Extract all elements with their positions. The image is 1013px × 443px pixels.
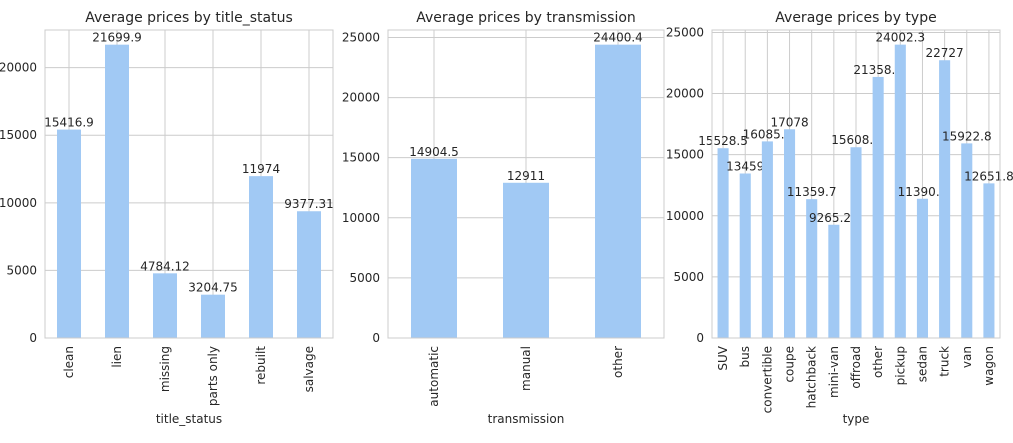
- data-label: 11359.7: [787, 185, 837, 199]
- x-tick-label: other: [871, 346, 885, 378]
- y-tick-label: 10000: [342, 211, 380, 225]
- chart-title-status: 0 5000 10000 15000 20000 15416.9 clean 21699.9 l…: [0, 10, 334, 426]
- data-label: 21699.9: [92, 31, 142, 45]
- x-tick-label: clean: [62, 346, 76, 378]
- bar: [153, 273, 177, 338]
- bar: [761, 141, 773, 338]
- x-tick-label: pickup: [893, 346, 907, 385]
- bar: [850, 147, 862, 338]
- y-tick-label: 20000: [342, 91, 380, 105]
- x-tick-label: parts only: [206, 346, 220, 406]
- x-tick-label: sedan: [915, 346, 929, 382]
- x-tick-label: mini-van: [827, 346, 841, 398]
- chart-type: 0 5000 10000 15000 20000 25000 15528.5 SUV 13459…: [666, 10, 1013, 426]
- x-tick-label: truck: [938, 346, 952, 377]
- data-label: 15608.5: [831, 133, 881, 147]
- y-tick-label: 10000: [666, 209, 704, 223]
- x-tick-label: salvage: [302, 346, 316, 392]
- x-axis-label: type: [843, 412, 870, 426]
- data-label: 15922.8: [942, 129, 992, 143]
- bar: [595, 44, 641, 338]
- data-label: 13459: [726, 160, 764, 174]
- y-tick-label: 25000: [342, 30, 380, 44]
- data-label: 24002.3: [875, 31, 925, 45]
- bar: [828, 224, 840, 338]
- x-tick-label: automatic: [427, 346, 441, 407]
- data-label: 15528.5: [698, 134, 748, 148]
- bar: [105, 44, 129, 338]
- axes-frame: [387, 29, 665, 339]
- axes-frame: [711, 29, 1001, 339]
- y-tick-label: 5000: [349, 271, 380, 285]
- bar: [806, 199, 818, 338]
- data-label: 24400.4: [593, 31, 643, 45]
- bar: [784, 129, 796, 338]
- x-tick-label: bus: [738, 346, 752, 367]
- data-label: 17078: [770, 115, 808, 129]
- y-tick-label: 0: [372, 331, 380, 345]
- y-tick-label: 5000: [673, 270, 704, 284]
- chart-title: Average prices by transmission: [416, 10, 636, 26]
- data-label: 14904.5: [409, 145, 459, 159]
- bar: [916, 198, 928, 338]
- bar: [297, 211, 321, 338]
- bar: [717, 148, 729, 338]
- bar: [872, 76, 884, 339]
- bar: [503, 182, 549, 338]
- y-tick-label: 15000: [342, 151, 380, 165]
- x-tick-label: rebuilt: [254, 346, 268, 385]
- data-label: 22727: [926, 46, 964, 60]
- chart-title: Average prices by type: [775, 10, 936, 26]
- chart-transmission: 0 5000 10000 15000 20000 25000 14904.5 automati…: [342, 10, 665, 426]
- x-tick-label: missing: [158, 346, 172, 392]
- y-tick-label: 20000: [0, 61, 37, 75]
- x-tick-label: wagon: [982, 346, 996, 386]
- bar: [201, 294, 225, 338]
- y-tick-label: 10000: [0, 196, 37, 210]
- x-tick-label: offroad: [849, 346, 863, 389]
- y-tick-label: 15000: [0, 128, 37, 142]
- x-tick-label: other: [611, 346, 625, 378]
- bar: [939, 60, 951, 338]
- x-axis-label: transmission: [488, 412, 565, 426]
- y-tick-label: 20000: [666, 87, 704, 101]
- x-tick-label: coupe: [783, 346, 797, 383]
- data-label: 16085.6: [743, 127, 793, 141]
- data-label: 12911: [507, 169, 545, 183]
- bar: [249, 176, 273, 338]
- data-label: 11974: [242, 162, 280, 176]
- x-tick-label: convertible: [760, 346, 774, 413]
- y-tick-label: 5000: [6, 263, 37, 277]
- data-label: 12651.8: [964, 169, 1013, 183]
- data-label: 21358.5: [853, 63, 903, 77]
- axes-frame: [44, 29, 334, 339]
- bar: [411, 158, 457, 338]
- y-tick-label: 0: [696, 331, 704, 345]
- y-tick-label: 0: [29, 331, 37, 345]
- x-tick-label: SUV: [716, 345, 730, 370]
- x-tick-label: manual: [519, 346, 533, 391]
- bar: [983, 183, 995, 338]
- data-label: 9377.31: [284, 197, 334, 211]
- data-label: 11390.9: [898, 185, 948, 199]
- x-tick-label: hatchback: [805, 346, 819, 408]
- y-tick-label: 25000: [666, 25, 704, 39]
- y-tick-label: 15000: [666, 148, 704, 162]
- bar: [739, 173, 751, 338]
- data-label: 15416.9: [44, 116, 94, 130]
- data-label: 3204.75: [188, 281, 238, 295]
- bar: [894, 44, 906, 339]
- x-tick-label: van: [960, 346, 974, 368]
- x-tick-label: lien: [110, 346, 124, 368]
- data-label: 4784.12: [140, 259, 190, 273]
- data-label: 9265.21: [809, 211, 859, 225]
- bar: [57, 129, 81, 338]
- chart-title: Average prices by title_status: [85, 10, 293, 26]
- bar: [961, 143, 973, 338]
- x-axis-label: title_status: [156, 412, 222, 426]
